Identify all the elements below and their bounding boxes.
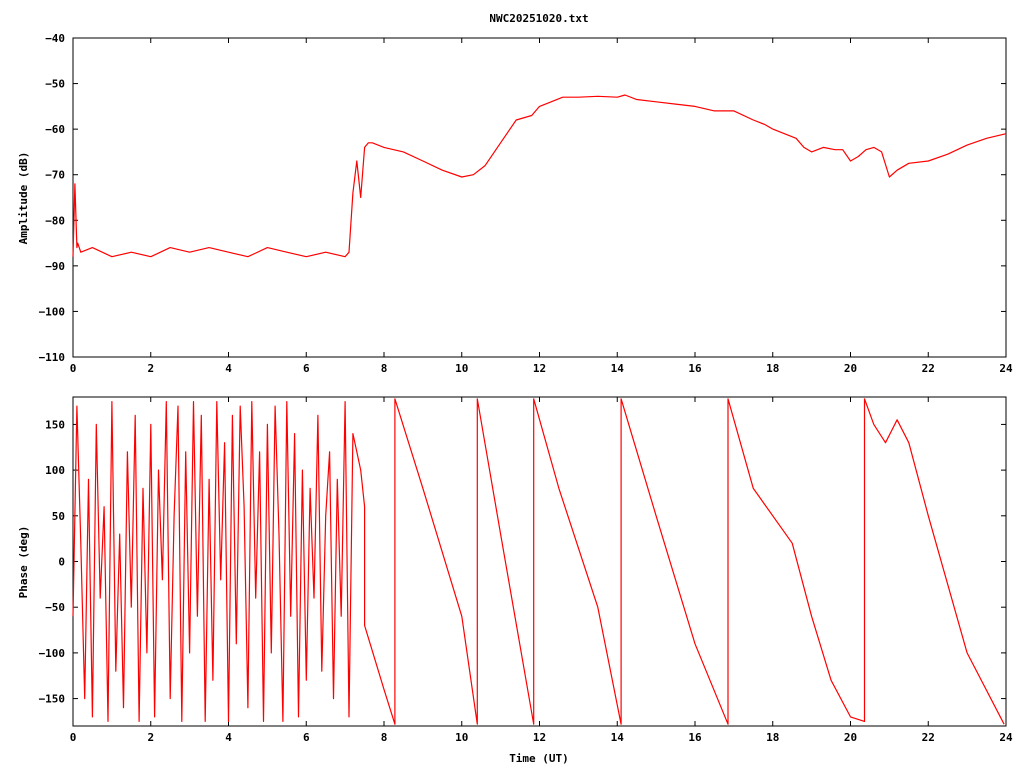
amplitude-x-tick-label: 16 xyxy=(688,362,702,375)
amplitude-y-tick-label: −80 xyxy=(45,214,65,227)
amplitude-panel: 0 2 4 6 8 10 12 14 16 18 20 22 24−110−100−90−80−70−6… xyxy=(39,32,1013,375)
amplitude-plot-frame xyxy=(72,37,1007,358)
phase-y-tick-label: 0 xyxy=(58,556,65,569)
amplitude-y-tick-label: −70 xyxy=(45,169,65,182)
amplitude-x-tick-label: 22 xyxy=(922,362,935,375)
amplitude-series-line xyxy=(72,94,1007,258)
phase-x-tick-label: 8 xyxy=(381,731,388,744)
amplitude-x-tick-label: 2 xyxy=(147,362,154,375)
amplitude-x-tick-label: 10 xyxy=(455,362,468,375)
amplitude-y-tick-label: −40 xyxy=(45,32,65,45)
phase-y-axis-label: Phase (deg) xyxy=(17,526,30,599)
phase-x-tick-label: 10 xyxy=(455,731,468,744)
phase-y-tick-label: 100 xyxy=(45,464,65,477)
amplitude-x-tick-label: 6 xyxy=(303,362,310,375)
amplitude-y-axis-label: Amplitude (dB) xyxy=(17,152,30,245)
amplitude-x-tick-label: 12 xyxy=(533,362,546,375)
amplitude-y-tick-label: −110 xyxy=(39,351,66,364)
amplitude-x-tick-label: 14 xyxy=(611,362,625,375)
phase-x-tick-label: 16 xyxy=(688,731,702,744)
chart-title: NWC20251020.txt xyxy=(489,12,588,25)
phase-x-tick-label: 14 xyxy=(611,731,625,744)
amplitude-x-tick-label: 4 xyxy=(225,362,232,375)
phase-x-tick-label: 2 xyxy=(147,731,154,744)
phase-panel: 0 2 4 6 8 10 12 14 16 18 20 22 24−150−100−5005010015… xyxy=(39,396,1013,744)
amplitude-x-tick-label: 18 xyxy=(766,362,779,375)
phase-y-tick-label: −50 xyxy=(45,601,65,614)
amplitude-y-tick-label: −90 xyxy=(45,260,65,273)
amplitude-x-tick-label: 0 xyxy=(70,362,77,375)
phase-y-tick-label: −100 xyxy=(39,647,66,660)
phase-y-tick-label: −150 xyxy=(39,693,66,706)
phase-x-tick-label: 22 xyxy=(922,731,935,744)
amplitude-y-tick-label: −50 xyxy=(45,78,65,91)
amplitude-x-tick-label: 20 xyxy=(844,362,857,375)
phase-x-tick-label: 0 xyxy=(70,731,77,744)
amplitude-y-tick-label: −60 xyxy=(45,123,65,136)
phase-y-tick-label: 150 xyxy=(45,418,65,431)
amplitude-x-tick-label: 24 xyxy=(999,362,1013,375)
phase-x-tick-label: 12 xyxy=(533,731,546,744)
time-x-axis-label: Time (UT) xyxy=(509,752,569,765)
phase-x-tick-label: 6 xyxy=(303,731,310,744)
phase-x-tick-label: 18 xyxy=(766,731,779,744)
phase-series-line xyxy=(72,398,1005,725)
phase-x-tick-label: 4 xyxy=(225,731,232,744)
phase-x-tick-label: 24 xyxy=(999,731,1013,744)
amplitude-x-tick-label: 8 xyxy=(381,362,388,375)
amplitude-y-tick-label: −100 xyxy=(39,305,66,318)
phase-y-tick-label: 50 xyxy=(52,510,65,523)
phase-x-tick-label: 20 xyxy=(844,731,857,744)
